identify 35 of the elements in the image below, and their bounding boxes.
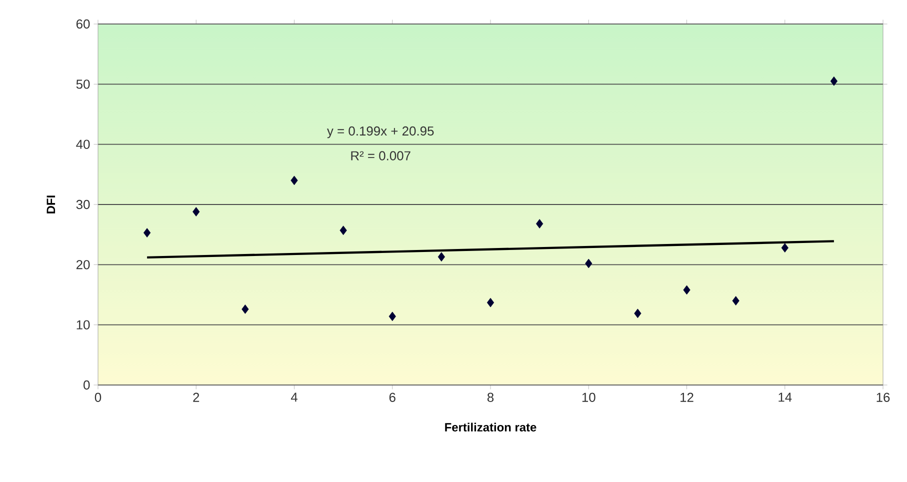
x-tick-label: 4 bbox=[290, 392, 298, 402]
point bbox=[242, 304, 249, 314]
x-tick-label: 8 bbox=[487, 392, 494, 402]
point bbox=[438, 252, 446, 262]
point bbox=[486, 298, 494, 308]
y-tick-label: 30 bbox=[76, 200, 90, 210]
x-tick-label: 6 bbox=[389, 392, 396, 402]
annotation: y = 0.199x + 20.95 bbox=[326, 126, 434, 138]
point bbox=[781, 243, 788, 253]
point bbox=[634, 308, 642, 318]
x-tick-label: 14 bbox=[778, 392, 792, 402]
x-tick-label: 2 bbox=[193, 392, 200, 402]
point bbox=[144, 228, 151, 238]
x-tick-label: 12 bbox=[680, 392, 694, 402]
x-tick-label: 16 bbox=[876, 392, 890, 402]
x-tick-label: 10 bbox=[582, 392, 596, 402]
y-tick-label: 60 bbox=[76, 19, 90, 29]
point bbox=[290, 176, 298, 186]
point bbox=[830, 76, 838, 86]
point bbox=[192, 207, 200, 216]
annotation: R² = 0.007 bbox=[351, 151, 410, 160]
point bbox=[340, 226, 347, 236]
y-tick-label: 10 bbox=[76, 320, 90, 330]
x-axis-title: Fertilization rate bbox=[445, 422, 536, 432]
x-tick-label: 0 bbox=[94, 392, 102, 402]
point bbox=[585, 258, 592, 268]
point bbox=[536, 219, 544, 228]
y-tick-label: 50 bbox=[76, 80, 90, 89]
y-tick-label: 40 bbox=[76, 140, 90, 149]
point bbox=[683, 285, 690, 295]
point bbox=[388, 312, 396, 322]
y-axis-title: DFI bbox=[46, 196, 56, 214]
y-tick-label: 20 bbox=[76, 260, 90, 270]
point bbox=[732, 296, 740, 306]
y-tick-label: 0 bbox=[84, 380, 90, 390]
